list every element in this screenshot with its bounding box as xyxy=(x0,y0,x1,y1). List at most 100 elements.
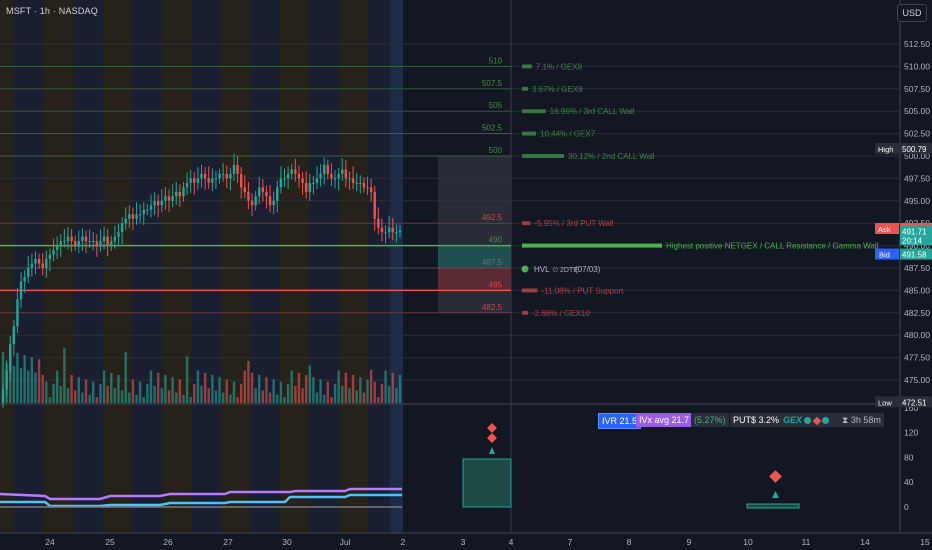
candle-body xyxy=(297,173,301,179)
candle-body xyxy=(73,241,77,246)
volume-bar xyxy=(99,383,102,403)
price-tick-label: 495.00 xyxy=(904,196,930,206)
volume-bar xyxy=(196,370,200,403)
volume-bar xyxy=(27,370,30,403)
volume-bar xyxy=(200,386,203,403)
last-price-value: 491.71 xyxy=(902,227,927,236)
session-band xyxy=(221,0,250,533)
countdown-value: 20:14 xyxy=(902,236,923,245)
red-diamond-icon xyxy=(812,416,822,425)
candle-body xyxy=(301,178,304,183)
volume-bar xyxy=(113,388,117,403)
gex-level-label: 507.5 xyxy=(482,79,503,88)
volume-bar xyxy=(207,388,210,403)
candle-body xyxy=(254,196,257,206)
candle-body xyxy=(286,173,290,179)
candle-body xyxy=(250,200,254,206)
bid-value-bg xyxy=(900,248,932,260)
volume-bar xyxy=(366,379,369,403)
session-band xyxy=(0,0,14,533)
candle-body xyxy=(240,173,243,188)
volume-bar xyxy=(304,375,308,403)
candle-body xyxy=(380,227,384,233)
candle-body xyxy=(23,276,26,282)
symbol-title[interactable]: MSFT · 1h · NASDAQ xyxy=(6,6,98,16)
candle-body xyxy=(387,227,391,233)
volume-bar xyxy=(315,392,319,403)
candle-body xyxy=(77,241,80,246)
price-tag-name-bg xyxy=(875,142,899,154)
session-band xyxy=(191,0,221,533)
volume-bar xyxy=(297,372,301,403)
volume-bar xyxy=(142,397,145,403)
price-tag-name: Low xyxy=(878,398,892,407)
candle-body xyxy=(34,259,37,264)
volume-bar xyxy=(250,372,254,403)
candle-body xyxy=(236,164,239,174)
price-tick-label: 475.00 xyxy=(904,375,930,385)
session-band xyxy=(250,0,280,533)
volume-bar xyxy=(301,388,304,403)
volume-bar xyxy=(330,397,333,403)
volume-bar xyxy=(377,397,380,403)
volume-bar xyxy=(323,394,326,403)
price-tag-value-bg xyxy=(900,396,932,408)
candle-body xyxy=(196,178,200,183)
candle-body xyxy=(164,196,167,201)
volume-bar xyxy=(333,383,337,403)
volume-bar xyxy=(73,390,77,403)
candle-body xyxy=(41,263,44,268)
bid-name-bg xyxy=(875,248,899,260)
ivx-badge: IVx avg 21.7 xyxy=(636,413,693,427)
volume-bar xyxy=(55,370,59,403)
volume-bar xyxy=(124,352,127,403)
hvl-date: (07/03) xyxy=(575,265,601,274)
red-diamond-icon xyxy=(487,423,497,433)
gex-level-label: 490 xyxy=(489,236,503,245)
timer-badge: ⧗ 3h 58m xyxy=(839,413,884,427)
candle-body xyxy=(70,236,73,242)
volume-bar xyxy=(171,377,174,403)
candle-body xyxy=(398,230,402,233)
candle-body xyxy=(185,182,189,188)
green-triangle-icon xyxy=(489,447,495,454)
gex-level-label: 500 xyxy=(489,146,503,155)
time-tick-label: 25 xyxy=(105,537,115,547)
price-tick-label: 510.00 xyxy=(904,61,930,71)
price-tag-value: 472.51 xyxy=(902,398,927,407)
price-tag-value: 500.79 xyxy=(902,145,927,154)
gex-level-label: 487.5 xyxy=(482,258,503,267)
candle-body xyxy=(243,187,247,192)
gex-strength-bar xyxy=(522,310,528,315)
candle-body xyxy=(377,218,380,228)
price-tick-label: 477.50 xyxy=(904,353,930,363)
volume-bar xyxy=(182,394,185,403)
volume-bar xyxy=(81,392,84,403)
volume-bar xyxy=(5,363,8,403)
candle-body xyxy=(323,164,326,174)
currency-button[interactable]: USD xyxy=(897,4,927,22)
gex-strength-bar xyxy=(522,109,546,114)
session-band xyxy=(44,0,73,533)
candle-body xyxy=(84,236,88,242)
session-band xyxy=(368,0,390,533)
indicator-tick-label: 120 xyxy=(904,428,918,438)
price-tag-name-bg xyxy=(875,396,899,408)
candle-body xyxy=(272,200,275,206)
candle-body xyxy=(59,241,62,246)
candle-body xyxy=(175,191,178,197)
candle-body xyxy=(344,169,348,179)
candle-body xyxy=(225,173,228,179)
candle-body xyxy=(258,187,261,197)
volume-bar xyxy=(240,383,243,403)
volume-bar xyxy=(117,375,120,403)
iv-change-badge: (5.27%) xyxy=(691,413,729,427)
candle-body xyxy=(37,259,41,264)
volume-bar xyxy=(243,370,247,403)
gex-annotation: 10.44% / GEX7 xyxy=(540,130,596,139)
candle-body xyxy=(337,173,340,179)
candle-body xyxy=(45,259,48,268)
volume-bar xyxy=(283,397,286,403)
candle-body xyxy=(88,241,91,243)
